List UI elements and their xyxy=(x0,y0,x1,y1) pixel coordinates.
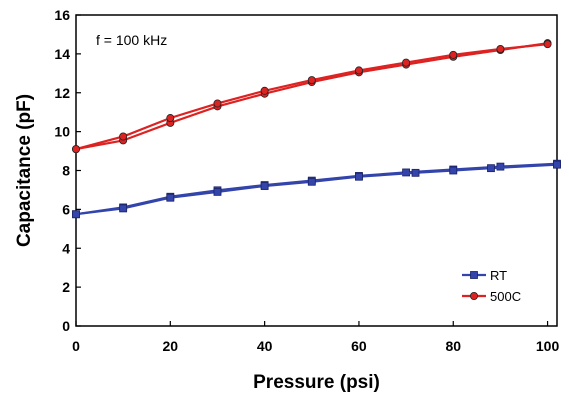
legend-item-500c: 500C xyxy=(462,289,521,304)
data-point xyxy=(543,40,552,49)
data-point xyxy=(307,177,316,186)
y-tick-label: 14 xyxy=(54,46,70,62)
data-point xyxy=(449,166,458,175)
data-point xyxy=(119,204,128,213)
data-point xyxy=(487,164,495,173)
data-point xyxy=(355,172,363,181)
data-point xyxy=(72,210,80,219)
x-tick-label: 60 xyxy=(351,338,367,354)
series-rt xyxy=(72,159,561,219)
y-tick-label: 16 xyxy=(54,7,70,23)
y-tick-label: 4 xyxy=(62,240,70,256)
y-tick-label: 12 xyxy=(54,85,70,101)
series-layer xyxy=(72,39,561,219)
legend-label: 500C xyxy=(490,289,521,304)
data-point xyxy=(260,182,269,190)
legend: RT 500C xyxy=(462,268,521,304)
data-point xyxy=(307,76,316,85)
data-point xyxy=(119,132,128,141)
data-point xyxy=(166,114,175,123)
series-line xyxy=(75,163,558,216)
y-axis-label: Capacitance (pF) xyxy=(14,94,35,247)
legend-label: RT xyxy=(490,268,507,283)
plot-area xyxy=(75,14,558,327)
data-point xyxy=(260,86,269,95)
data-point xyxy=(213,99,222,108)
x-tick-label: 80 xyxy=(445,338,461,354)
data-point xyxy=(402,58,411,67)
y-tick-label: 2 xyxy=(62,279,70,295)
data-point xyxy=(213,187,222,196)
data-point xyxy=(411,168,420,177)
plot-border xyxy=(75,14,558,327)
data-point xyxy=(166,193,175,202)
legend-marker xyxy=(470,271,478,279)
data-point xyxy=(553,160,561,169)
data-point xyxy=(354,66,363,75)
x-tick-label: 20 xyxy=(163,338,179,354)
series-line xyxy=(75,162,558,216)
x-axis-ticks: 0 20 40 60 80 100 xyxy=(72,321,559,354)
series-500c xyxy=(72,39,552,154)
data-point xyxy=(496,45,505,54)
y-tick-label: 8 xyxy=(62,163,70,179)
x-tick-label: 100 xyxy=(536,338,560,354)
x-axis-label: Pressure (psi) xyxy=(253,372,380,393)
legend-item-rt: RT xyxy=(462,268,507,283)
legend-marker xyxy=(469,291,478,300)
y-tick-label: 0 xyxy=(62,318,70,334)
series-line xyxy=(75,43,548,151)
data-point xyxy=(72,145,81,154)
x-tick-label: 0 xyxy=(72,338,80,354)
frequency-annotation: f = 100 kHz xyxy=(96,32,167,48)
x-tick-label: 40 xyxy=(257,338,273,354)
data-point xyxy=(449,50,458,59)
y-axis-ticks: 0 2 4 6 8 10 12 14 16 xyxy=(54,7,81,334)
y-tick-label: 6 xyxy=(62,201,70,217)
series-line xyxy=(75,42,548,151)
y-tick-label: 10 xyxy=(54,124,70,140)
